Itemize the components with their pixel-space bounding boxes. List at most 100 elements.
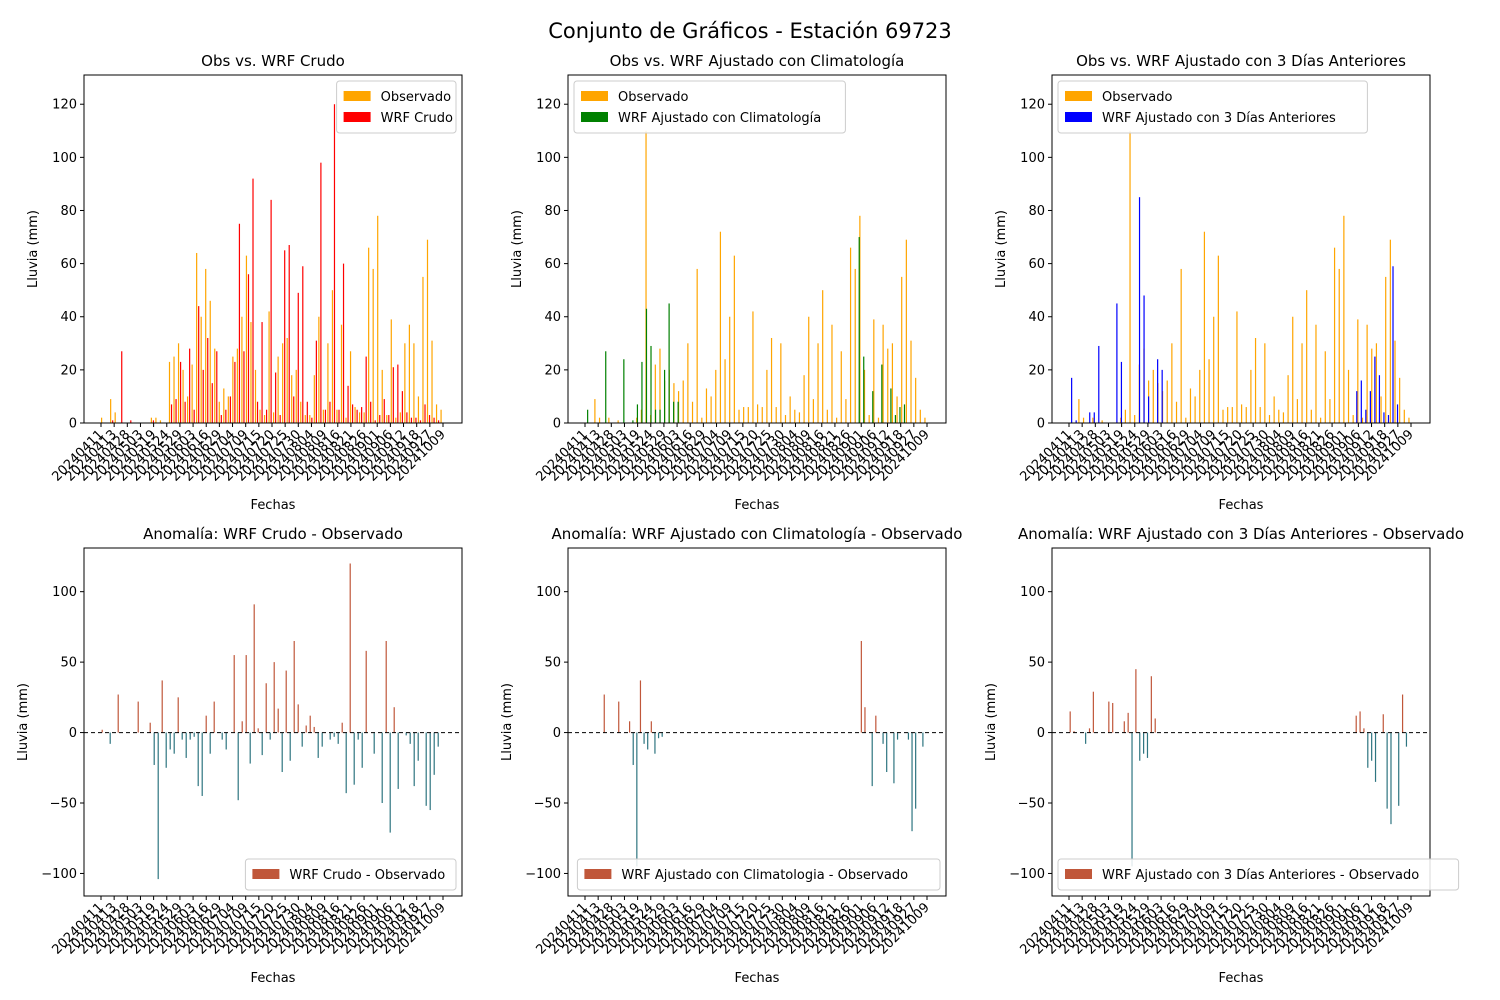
anomaly-bar	[305, 725, 307, 733]
wrf-bar	[225, 409, 227, 423]
wrf-bar	[872, 391, 874, 423]
wrf-bar	[256, 401, 259, 423]
wrf-bar	[220, 415, 222, 423]
wrf-bar	[1098, 345, 1100, 423]
wrf-bar	[374, 420, 376, 423]
observed-bar	[309, 415, 311, 423]
observed-bar	[724, 359, 726, 423]
anomaly-bar	[1359, 711, 1361, 733]
anomaly-bar	[1069, 711, 1071, 733]
wrf-bar	[329, 401, 331, 423]
observed-bar	[654, 364, 656, 423]
observed-bar	[241, 316, 243, 423]
anomaly-bar	[177, 697, 179, 733]
anomaly-bar	[393, 707, 395, 733]
anomaly-bar	[661, 732, 663, 737]
anomaly-bar	[864, 707, 866, 733]
observed-bar	[901, 276, 903, 423]
observed-bar	[1217, 255, 1219, 423]
wrf-bar	[1075, 420, 1077, 423]
observed-bar	[236, 348, 238, 423]
legend: WRF Ajustado con Climatologia - Observad…	[576, 858, 941, 891]
observed-bar	[1394, 340, 1396, 423]
observed-bar	[404, 343, 406, 423]
observed-bar	[318, 316, 320, 423]
legend: WRF Crudo - Observado	[244, 858, 457, 891]
anomaly-bar	[1108, 701, 1110, 733]
wrf-bar	[668, 303, 670, 423]
observed-bar	[331, 290, 334, 423]
y-tick-label: 80	[60, 204, 77, 219]
legend: Observado WRF Crudo	[336, 80, 457, 134]
y-axis-label: Lluvia (mm)	[994, 210, 1009, 288]
anomaly-bar	[1112, 702, 1114, 733]
wrf-bar	[238, 223, 241, 423]
wrf-bar	[1071, 377, 1073, 423]
anomaly-bar	[261, 732, 263, 756]
y-tick-label: 40	[60, 310, 77, 325]
observed-bar	[1408, 417, 1410, 423]
wrf-bar	[324, 409, 327, 423]
y-tick-label: −50	[50, 797, 77, 812]
wrf-bar	[863, 356, 865, 423]
observed-bar	[295, 369, 297, 423]
observed-bar	[218, 401, 220, 423]
wrf-bar	[1360, 380, 1362, 423]
y-tick-label: 0	[553, 417, 561, 432]
panel-anomalia-wrf-3dias: Anomalía: WRF Ajustado con 3 Días Anteri…	[984, 525, 1464, 986]
wrf-bar	[361, 407, 363, 423]
anomaly-bar	[333, 732, 335, 737]
observed-bar	[1399, 377, 1401, 423]
observed-bar	[259, 409, 261, 423]
observed-bar	[1343, 215, 1345, 423]
legend: Observado WRF Ajustado con 3 Días Anterio…	[1057, 80, 1368, 134]
observed-bar	[747, 407, 749, 423]
wrf-bar	[1387, 415, 1390, 423]
wrf-bar	[383, 399, 385, 423]
observed-bar	[1301, 343, 1303, 423]
y-tick-label: 0	[1037, 726, 1045, 741]
anomaly-bar	[1150, 676, 1152, 733]
observed-bar	[1380, 396, 1382, 423]
observed-bar	[413, 343, 415, 423]
wrf-bar	[1356, 391, 1358, 423]
observed-bar	[1199, 369, 1201, 423]
wrf-bar	[351, 404, 354, 423]
anomaly-bar	[650, 721, 652, 733]
observed-bar	[794, 409, 796, 423]
y-axis-label: Lluvia (mm)	[510, 210, 525, 288]
anomaly-bar	[153, 732, 155, 765]
plot-frame	[567, 547, 947, 897]
anomaly-bar	[341, 722, 343, 733]
anomaly-bar	[1131, 732, 1133, 867]
observed-bar	[761, 407, 763, 423]
observed-bar	[196, 252, 198, 423]
observed-bar	[359, 412, 361, 423]
observed-bar	[1329, 399, 1331, 423]
observed-bar	[808, 316, 810, 423]
y-tick-label: 80	[1028, 204, 1045, 219]
wrf-bar	[632, 420, 634, 423]
observed-bar	[743, 407, 745, 423]
anomaly-bar	[185, 732, 187, 758]
wrf-bar	[677, 401, 679, 423]
wrf-bar	[247, 274, 250, 423]
anomaly-bar	[405, 732, 407, 736]
observed-bar	[1203, 231, 1206, 423]
x-axis-label: Fechas	[735, 971, 780, 986]
observed-bar	[617, 420, 619, 423]
anomaly-bar	[1154, 718, 1156, 733]
legend-label: Observado	[381, 90, 452, 105]
wrf-bar	[207, 337, 209, 423]
legend-box	[573, 80, 846, 134]
anomaly-bar	[253, 604, 255, 733]
anomaly-bar	[329, 732, 331, 740]
wrf-bar	[379, 415, 381, 423]
observed-bar	[1101, 420, 1103, 423]
observed-bar	[200, 316, 202, 423]
observed-bar	[1152, 369, 1154, 423]
x-axis-label: Fechas	[735, 498, 780, 513]
anomaly-bar	[257, 728, 259, 733]
wrf-bar	[605, 351, 607, 423]
anomaly-bar	[1073, 731, 1075, 733]
